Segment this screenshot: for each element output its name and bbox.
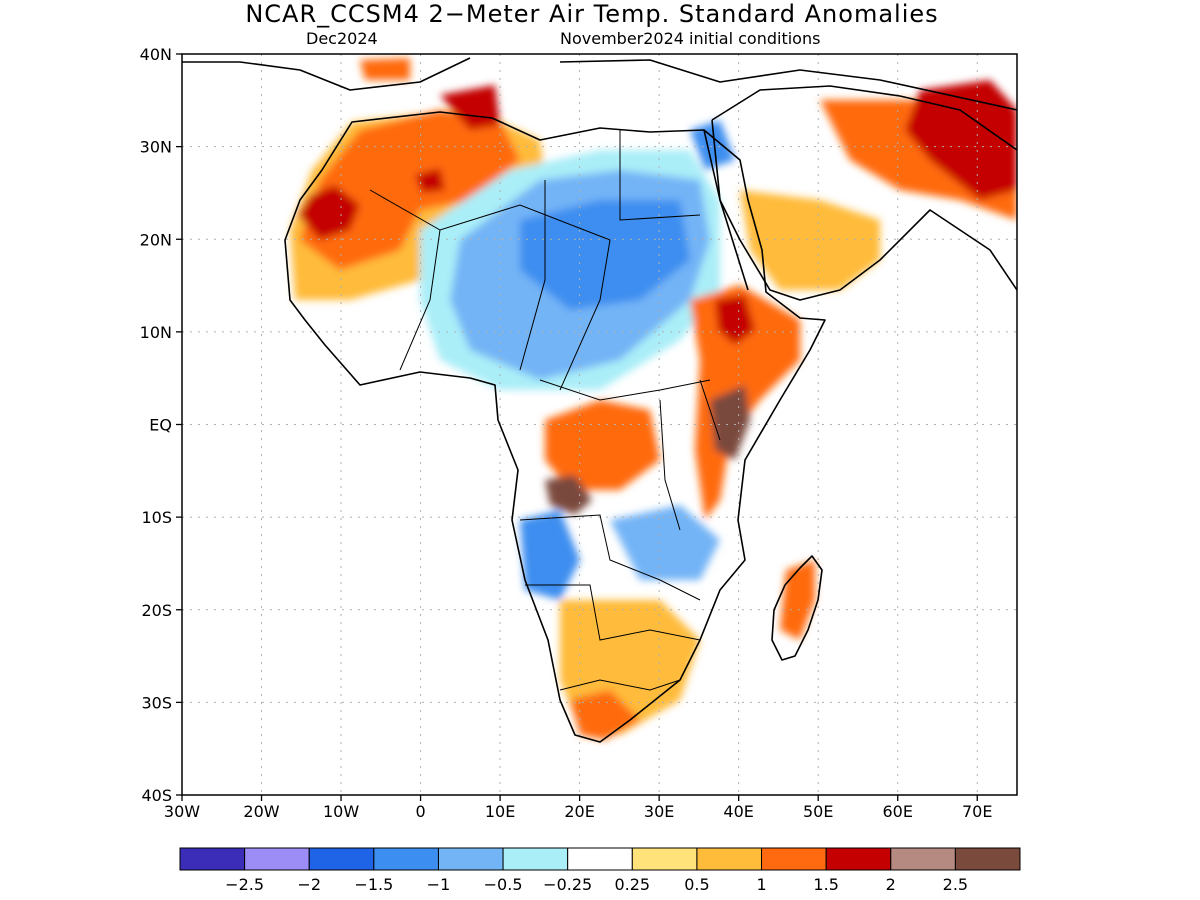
colorbar-swatch xyxy=(308,847,375,871)
border-segment xyxy=(659,379,721,531)
lat-tick-label: EQ xyxy=(149,416,172,435)
lat-tick-label: 40N xyxy=(140,45,172,64)
lat-tick-label: 20S xyxy=(141,601,172,620)
warm-anomaly-mediterranean xyxy=(360,58,410,80)
initial-conditions-label: November2024 initial conditions xyxy=(560,29,820,48)
lon-tick-label: 10E xyxy=(485,802,515,821)
border-segment xyxy=(519,514,701,641)
colorbar-swatch xyxy=(179,847,246,871)
border-segment xyxy=(369,180,611,391)
strong-cool-anomaly-sahel xyxy=(520,200,690,310)
lon-tick-label: 70E xyxy=(962,802,992,821)
very-strong-warm-anomaly-sahara-west xyxy=(298,185,360,240)
lat-tick-label: 10S xyxy=(141,508,172,527)
very-strong-warm-anomaly-ethiopia xyxy=(715,295,755,345)
cool-anomaly-zambia-east xyxy=(610,505,720,580)
warm-anomaly-congo xyxy=(545,400,660,490)
strong-warm-anomaly-northwest xyxy=(300,110,520,270)
colorbar-label: 0.25 xyxy=(614,875,650,894)
anomaly-fill xyxy=(290,58,1017,740)
lon-tick-label: 20W xyxy=(243,802,279,821)
colorbar-swatch xyxy=(373,847,439,871)
colorbar-label: 2 xyxy=(886,875,896,894)
lat-tick-label: 30N xyxy=(140,138,172,157)
lon-tick-label: 50E xyxy=(803,802,833,821)
very-strong-warm-anomaly-libya xyxy=(440,85,500,130)
lat-tick-label: 40S xyxy=(141,786,172,805)
colorbar-swatch xyxy=(567,847,633,871)
border-segment xyxy=(539,130,711,401)
lon-tick-label: 30W xyxy=(164,802,200,821)
figure-title: NCAR_CCSM4 2−Meter Air Temp. Standard An… xyxy=(245,0,938,28)
longitude-axis: 30W 20W 10W 0 10E 20E 30E 40E 50E 60E 70E xyxy=(164,795,992,821)
extreme-warm-anomaly-kenya xyxy=(710,385,750,460)
colorbar-label: 1 xyxy=(756,875,766,894)
colorbar-label: −1.5 xyxy=(354,875,393,894)
very-strong-warm-anomaly-sahara-center xyxy=(415,168,445,193)
colorbar-swatch xyxy=(631,847,698,871)
colorbar-swatch xyxy=(244,847,310,871)
colorbar-label: −2 xyxy=(297,875,321,894)
warm-anomaly-arabia xyxy=(740,190,880,290)
colorbar-swatch xyxy=(761,847,827,871)
lat-tick-label: 20N xyxy=(140,230,172,249)
red-sea-coastline xyxy=(703,129,749,291)
colorbar-label: −0.25 xyxy=(543,875,592,894)
colorbar-swatch xyxy=(502,847,569,871)
map-panel: 40N 30N 20N 10N EQ 10S 20S 30S 40S 30W 20W 10W 0 10E… xyxy=(140,45,1018,821)
lon-tick-label: 0 xyxy=(415,802,425,821)
extreme-warm-anomaly-angola xyxy=(545,475,592,515)
very-strong-warm-anomaly-afghanistan xyxy=(905,80,1017,200)
colorbar: −2.5 −2 −1.5 −1 −0.5 −0.25 0.25 0.5 1 1.5 2 2.5 xyxy=(179,847,1021,894)
colorbar-swatch xyxy=(437,847,504,871)
lon-tick-label: 30E xyxy=(644,802,674,821)
lon-tick-label: 60E xyxy=(882,802,912,821)
colorbar-label: 2.5 xyxy=(943,875,968,894)
colorbar-swatch xyxy=(825,847,892,871)
latitude-axis: 40N 30N 20N 10N EQ 10S 20S 30S 40S xyxy=(140,45,182,805)
anomaly-field xyxy=(182,54,1017,795)
colorbar-label: 0.5 xyxy=(684,875,709,894)
colorbar-label: −0.5 xyxy=(484,875,523,894)
map-grid xyxy=(182,54,1017,795)
valid-month-label: Dec2024 xyxy=(306,29,378,48)
colorbar-label: −1 xyxy=(427,875,451,894)
colorbar-swatch xyxy=(696,847,763,871)
colorbar-swatch xyxy=(890,847,956,871)
lat-tick-label: 10N xyxy=(140,323,172,342)
border-segment xyxy=(559,679,681,691)
madagascar-coastline xyxy=(771,555,823,661)
colorbar-swatch xyxy=(954,847,1021,871)
colorbar-label: 1.5 xyxy=(813,875,838,894)
country-borders xyxy=(369,130,721,691)
cool-anomaly-angola-zambia xyxy=(520,510,580,600)
lon-tick-label: 10W xyxy=(323,802,359,821)
lon-tick-label: 40E xyxy=(723,802,753,821)
cool-anomaly-levant xyxy=(690,120,735,170)
lon-tick-label: 20E xyxy=(564,802,594,821)
colorbar-label: −2.5 xyxy=(225,875,264,894)
europe-coastline xyxy=(182,57,1017,111)
lat-tick-label: 30S xyxy=(141,693,172,712)
arabia-coastline xyxy=(711,85,1017,301)
